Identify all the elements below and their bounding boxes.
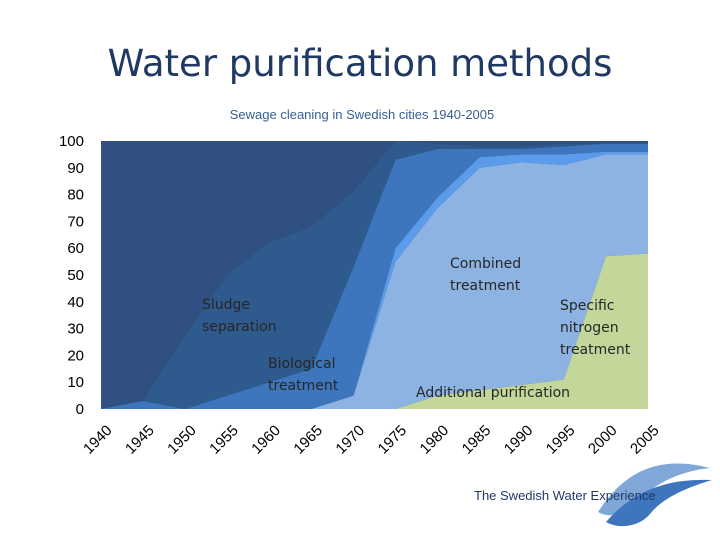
slide-title: Water purification methods bbox=[107, 42, 613, 85]
area-sludge-separation bbox=[101, 141, 648, 409]
y-tick-label: 80 bbox=[67, 187, 84, 204]
x-tick-label: 1990 bbox=[501, 422, 537, 458]
annotation-sludge-separation: Sludge separation bbox=[202, 297, 277, 335]
x-tick-label: 1940 bbox=[80, 422, 116, 458]
y-tick-label: 0 bbox=[76, 401, 84, 418]
x-tick-label: 1970 bbox=[332, 422, 368, 458]
y-tick-label: 30 bbox=[67, 321, 84, 338]
y-axis: 0 10 20 30 40 50 60 70 80 90 100 bbox=[59, 133, 84, 418]
annotation-combined-treatment: Combined treatment bbox=[450, 256, 521, 294]
chart-title: Sewage cleaning in Swedish cities 1940-2… bbox=[230, 107, 495, 122]
y-tick-label: 70 bbox=[67, 213, 84, 230]
y-tick-label: 100 bbox=[59, 133, 84, 150]
annotation-additional-purification: Additional purification bbox=[416, 385, 570, 401]
x-tick-label: 1960 bbox=[248, 422, 284, 458]
annotations: Sludge separation Biological treatment Combi… bbox=[202, 256, 631, 401]
x-tick-label: 1995 bbox=[543, 422, 579, 458]
x-tick-label: 1985 bbox=[459, 422, 495, 458]
plot-area bbox=[101, 141, 648, 409]
x-tick-label: 1975 bbox=[375, 422, 411, 458]
y-tick-label: 50 bbox=[67, 267, 84, 284]
annotation-specific-nitrogen-treatment: Specific nitrogen treatment bbox=[560, 298, 631, 358]
x-tick-label: 1950 bbox=[164, 422, 200, 458]
area-biological-treatment bbox=[101, 143, 648, 409]
x-tick-label: 1945 bbox=[122, 422, 158, 458]
y-tick-label: 60 bbox=[67, 240, 84, 257]
area-specific-nitrogen-treatment bbox=[101, 253, 648, 409]
y-tick-label: 20 bbox=[67, 347, 84, 364]
x-tick-label: 1955 bbox=[206, 422, 242, 458]
x-tick-label: 2005 bbox=[627, 422, 663, 458]
y-tick-label: 10 bbox=[67, 374, 84, 391]
x-axis: 1940 1945 1950 1955 1960 1965 1970 1975 1980 1985… bbox=[80, 422, 663, 458]
annotation-biological-treatment: Biological treatment bbox=[268, 356, 339, 394]
x-tick-label: 1980 bbox=[417, 422, 453, 458]
y-tick-label: 40 bbox=[67, 294, 84, 311]
y-tick-label: 90 bbox=[67, 160, 84, 177]
x-tick-label: 1965 bbox=[290, 422, 326, 458]
area-additional-purification bbox=[101, 154, 648, 409]
water-wave-logo bbox=[598, 463, 712, 527]
logo-text: The Swedish Water Experience bbox=[474, 488, 656, 503]
x-tick-label: 2000 bbox=[585, 422, 621, 458]
